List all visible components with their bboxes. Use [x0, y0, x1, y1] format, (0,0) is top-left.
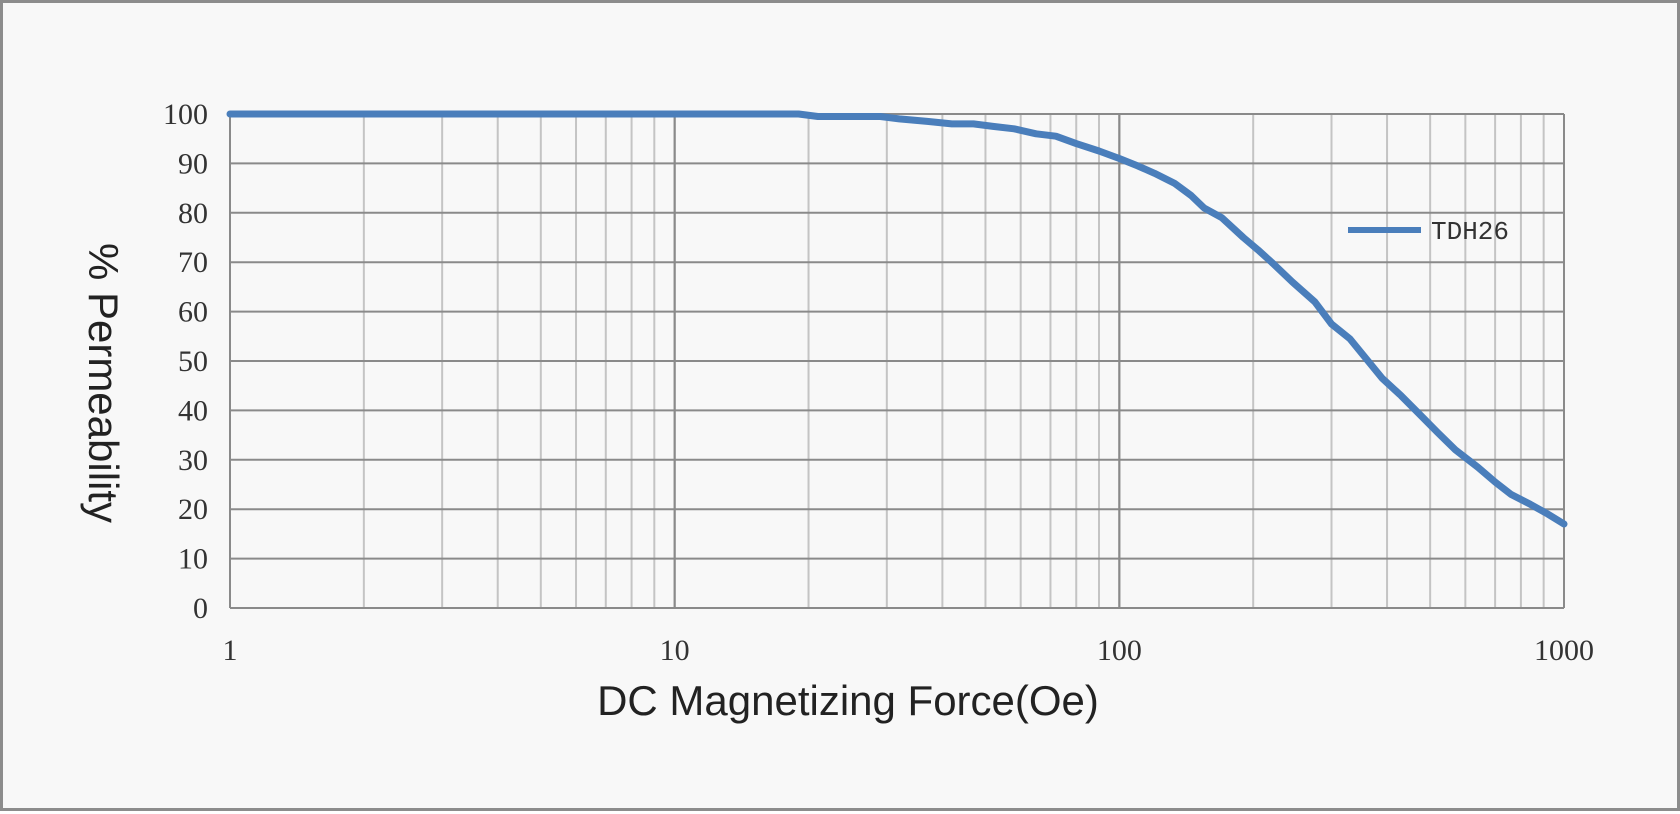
y-axis-title: % Permeability [80, 243, 127, 523]
x-tick-label: 1 [223, 634, 238, 667]
y-tick-label: 0 [193, 592, 208, 625]
y-tick-label: 50 [178, 345, 208, 378]
y-tick-label: 60 [178, 296, 208, 329]
series-line-tdh26 [226, 110, 1568, 528]
x-axis-title: DC Magnetizing Force(Oe) [597, 677, 1099, 724]
y-tick-label: 70 [178, 246, 208, 279]
y-tick-label: 80 [178, 197, 208, 230]
y-tick-label: 30 [178, 444, 208, 477]
y-tick-label: 100 [163, 98, 208, 131]
x-tick-label: 1000 [1534, 634, 1594, 667]
y-tick-label: 10 [178, 543, 208, 576]
y-tick-label: 90 [178, 147, 208, 180]
x-tick-label: 100 [1097, 634, 1142, 667]
series-lines [226, 110, 1568, 528]
y-tick-label: 40 [178, 394, 208, 427]
legend-entry-tdh26: TDH26 [1431, 217, 1509, 247]
y-tick-label: 20 [178, 493, 208, 526]
legend: TDH26 [1348, 217, 1509, 247]
x-tick-label: 10 [660, 634, 690, 667]
grid [229, 113, 1565, 609]
